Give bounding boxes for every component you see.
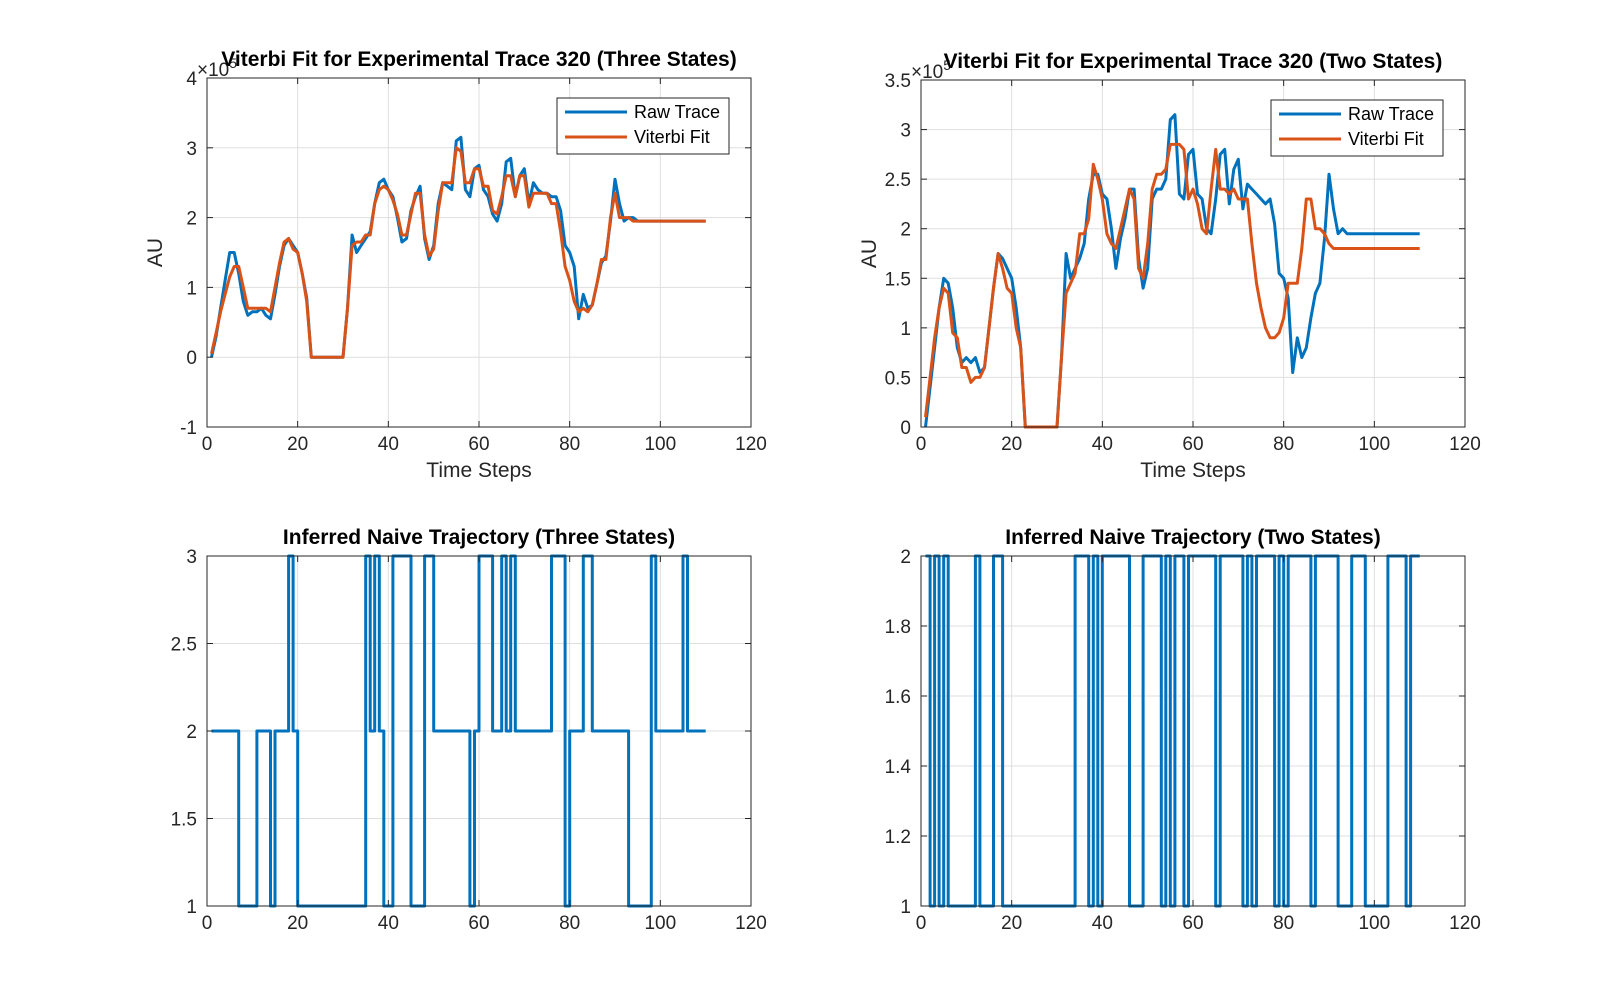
series-line-trajectory [211,554,706,908]
y-tick-label: 1 [186,278,197,299]
legend: Raw Trace Viterbi Fit [1270,99,1444,157]
x-tick-label: 100 [1358,913,1390,934]
x-tick-label: 120 [735,913,767,934]
y-tick-label: 1.6 [885,687,911,708]
x-tick-label: 60 [468,913,489,934]
y-tick-label: 0 [186,348,197,369]
x-tick-label: 120 [1449,913,1481,934]
legend-label: Raw Trace [1348,104,1434,124]
legend-label: Viterbi Fit [1348,129,1424,149]
x-tick-label: 60 [1182,913,1203,934]
y-tick-label: 2.5 [885,170,911,191]
y-tick-label: 1 [900,897,911,918]
chart-title: Viterbi Fit for Experimental Trace 320 (… [944,50,1443,73]
x-tick-label: 80 [1273,913,1294,934]
legend-label: Viterbi Fit [634,127,710,147]
x-tick-label: 20 [287,913,308,934]
x-tick-label: 80 [559,913,580,934]
panel-p3: 0 20 40 60 80 100 120 1 1.5 2 2.5 3 Inferred Naive T… [171,526,767,934]
panel-p4: 0 20 40 60 80 100 120 1 1.2 1.4 1.6 1.8 2 Inferred Na… [885,526,1481,934]
y-tick-label: 1.5 [885,269,911,290]
y-tick-label: 0 [900,418,911,439]
x-tick-label: 120 [1449,434,1481,455]
exponent-power: 5 [943,57,951,73]
series-line-viterbi-fit [924,142,1420,429]
x-tick-label: 0 [916,434,927,455]
y-tick-label: 3 [186,547,197,568]
x-tick-label: 100 [644,434,676,455]
x-tick-label: 40 [1092,913,1113,934]
y-tick-label: 0.5 [885,368,911,389]
x-tick-label: 100 [644,913,676,934]
y-axis-label: AU [858,239,881,268]
x-axis-label: Time Steps [426,459,531,482]
y-tick-label: 2 [900,547,911,568]
y-tick-label: 2.5 [171,635,197,656]
y-tick-label: 1.2 [885,827,911,848]
y-tick-label: -1 [180,418,197,439]
legend-label: Raw Trace [634,102,720,122]
x-tick-label: 20 [1001,913,1022,934]
legend: Raw Trace Viterbi Fit [556,97,730,155]
y-tick-label: 4 [186,69,197,90]
x-tick-label: 40 [378,434,399,455]
y-tick-label: 2 [900,220,911,241]
chart-title: Inferred Naive Trajectory (Three States) [283,526,675,549]
y-tick-label: 3 [900,121,911,142]
y-tick-label: 2 [186,209,197,230]
x-tick-label: 0 [202,434,213,455]
legend-box [556,97,730,155]
y-tick-label: 1.5 [171,810,197,831]
x-tick-label: 60 [468,434,489,455]
y-tick-label: 2 [186,722,197,743]
x-tick-label: 40 [378,913,399,934]
y-tick-label: 1.8 [885,617,911,638]
exponent-power: 5 [229,55,237,71]
y-tick-label: 3 [186,139,197,160]
x-tick-label: 80 [559,434,580,455]
x-tick-label: 20 [287,434,308,455]
legend-box [1270,99,1444,157]
y-tick-label: 1 [186,897,197,918]
x-tick-label: 0 [202,913,213,934]
x-tick-label: 60 [1182,434,1203,455]
x-tick-label: 80 [1273,434,1294,455]
series-line-viterbi-fit [210,146,706,359]
x-tick-label: 100 [1358,434,1390,455]
x-axis-label: Time Steps [1140,459,1245,482]
series-line-raw-trace [924,113,1420,429]
x-tick-label: 0 [916,913,927,934]
x-tick-label: 120 [735,434,767,455]
y-axis-label: AU [144,238,167,267]
chart-title: Inferred Naive Trajectory (Two States) [1005,526,1380,549]
y-tick-label: 1.4 [885,757,912,778]
x-tick-label: 40 [1092,434,1113,455]
x-tick-label: 20 [1001,434,1022,455]
y-tick-label: 1 [900,319,911,340]
y-tick-label: 3.5 [885,71,911,92]
chart-title: Viterbi Fit for Experimental Trace 320 (… [221,48,736,71]
